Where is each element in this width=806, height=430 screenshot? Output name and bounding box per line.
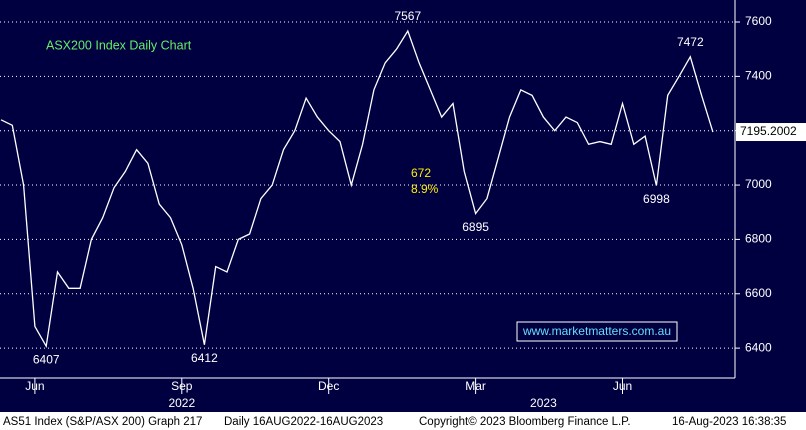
data-label: 6895: [462, 220, 489, 234]
chart-title: ASX200 Index Daily Chart: [46, 38, 192, 52]
footer-text: Daily 16AUG2022-16AUG2023: [224, 416, 383, 428]
x-year-label: 2022: [168, 396, 195, 410]
y-tick-label: 6600: [745, 286, 772, 300]
data-label: 6412: [191, 351, 218, 365]
y-tick-label: 7000: [745, 177, 772, 191]
data-label: 6407: [33, 352, 60, 366]
footer-bg: [0, 412, 806, 430]
y-tick-label: 7400: [745, 69, 772, 83]
x-tick-label: Jun: [613, 379, 632, 393]
data-label: 6998: [643, 192, 670, 206]
website-box: [516, 321, 678, 342]
last-value-label: 7195.2002: [740, 124, 797, 138]
data-label: 7567: [394, 9, 421, 23]
footer-text: Copyright© 2023 Bloomberg Finance L.P.: [419, 416, 631, 428]
footer-text: 16-Aug-2023 16:38:35: [672, 416, 786, 428]
annotation: 672: [411, 166, 431, 180]
x-tick-label: Sep: [171, 379, 193, 393]
data-label: 7472: [677, 35, 704, 49]
x-tick-label: Mar: [465, 379, 486, 393]
y-tick-label: 6400: [745, 340, 772, 354]
background: [0, 0, 806, 412]
x-tick-label: Jun: [25, 379, 44, 393]
y-tick-label: 7600: [745, 14, 772, 28]
x-tick-label: Dec: [318, 379, 339, 393]
price-line: [0, 29, 714, 349]
website: www.marketmatters.com.au: [522, 324, 671, 338]
annotation: 8.9%: [411, 182, 439, 196]
footer-text: AS51 Index (S&P/ASX 200) Graph 217: [3, 416, 202, 428]
last-value-box: [736, 123, 806, 142]
x-year-label: 2023: [530, 396, 557, 410]
y-tick-label: 6800: [745, 232, 772, 246]
